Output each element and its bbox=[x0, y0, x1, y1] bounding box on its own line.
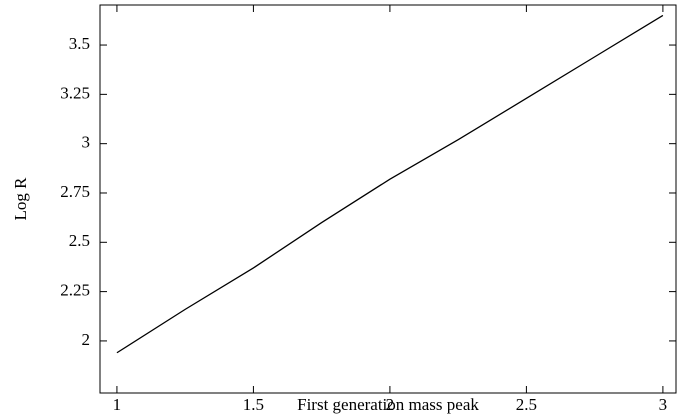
y-tick-label: 3 bbox=[82, 133, 91, 152]
y-tick-label: 2 bbox=[82, 330, 91, 349]
y-tick-label: 3.5 bbox=[69, 34, 90, 53]
data-line bbox=[116, 14, 664, 354]
y-tick-label: 2.25 bbox=[60, 281, 90, 300]
x-tick-label: 1 bbox=[113, 395, 122, 414]
y-tick-label: 2.5 bbox=[69, 231, 90, 250]
x-axis-label: First generation mass peak bbox=[297, 395, 479, 414]
x-tick-label: 1.5 bbox=[243, 395, 264, 414]
x-tick-label: 2.5 bbox=[516, 395, 537, 414]
plot-frame bbox=[99, 4, 677, 394]
x-tick-label: 2 bbox=[386, 395, 395, 414]
x-tick-label: 3 bbox=[659, 395, 668, 414]
y-axis-label: Log R bbox=[11, 177, 30, 221]
y-tick-label: 3.25 bbox=[60, 83, 90, 102]
y-tick-label: 2.75 bbox=[60, 182, 90, 201]
